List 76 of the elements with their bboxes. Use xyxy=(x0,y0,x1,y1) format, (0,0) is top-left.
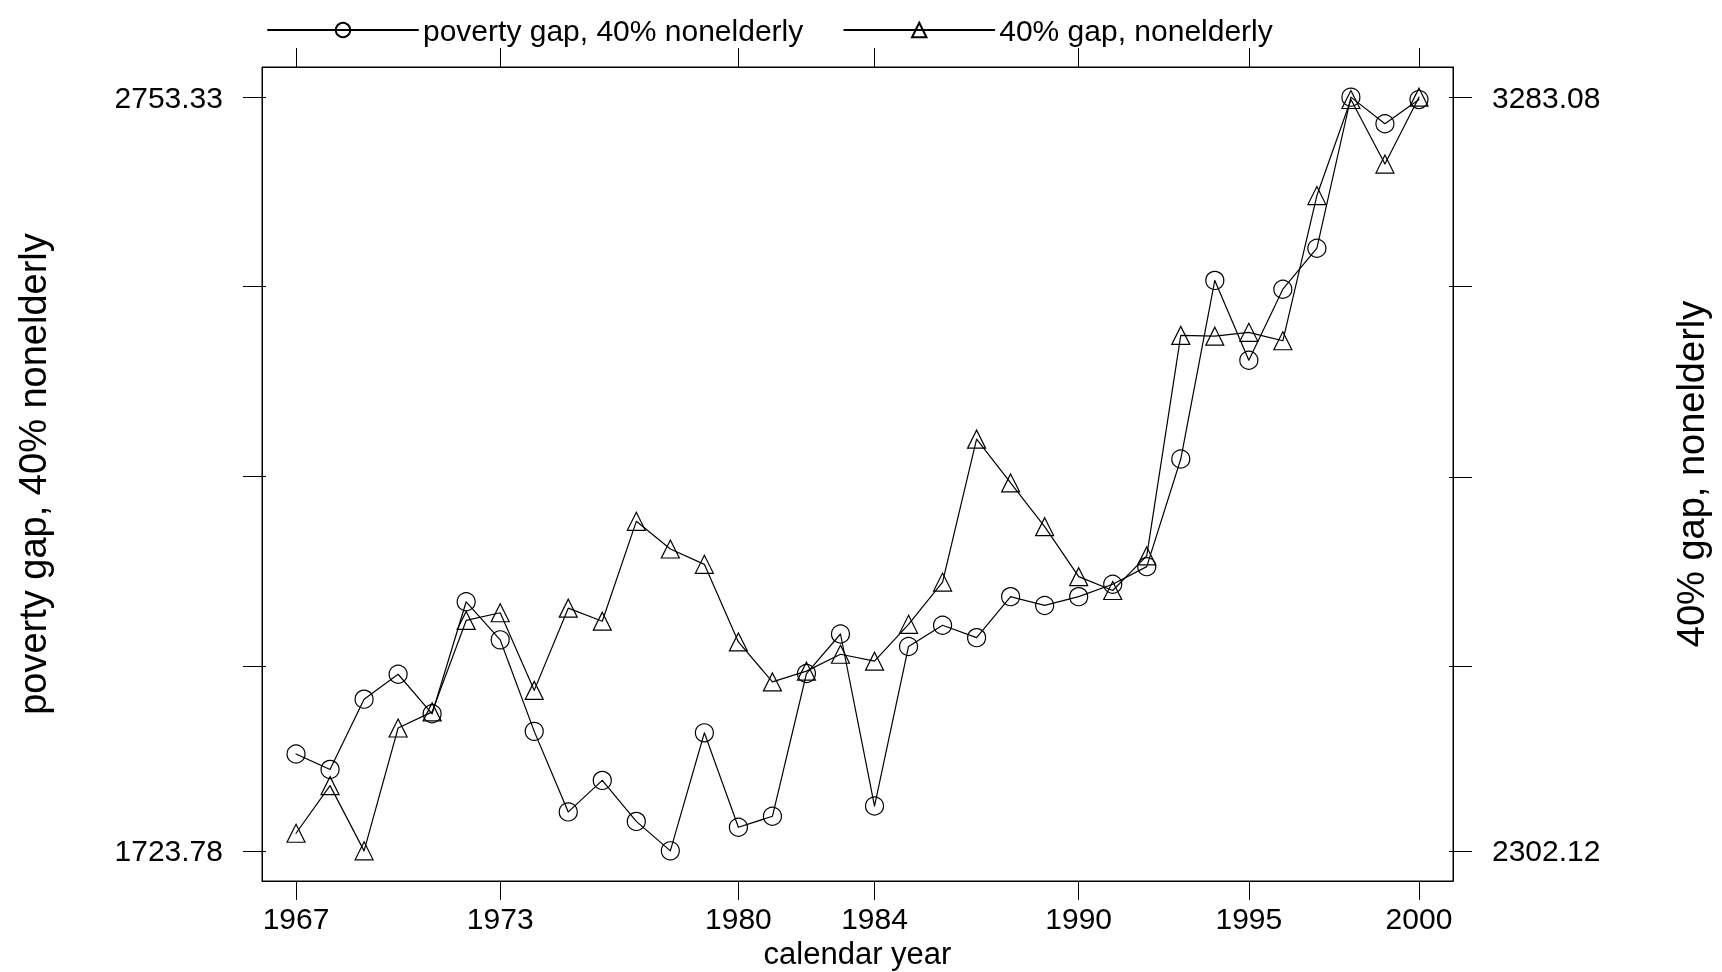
point xyxy=(1035,517,1055,537)
point xyxy=(762,806,783,826)
point xyxy=(1103,574,1123,594)
point xyxy=(830,624,851,644)
point xyxy=(354,841,374,861)
point xyxy=(286,823,306,843)
y2-tick-label: 3283.08 xyxy=(1492,80,1601,114)
point xyxy=(1375,114,1395,134)
point xyxy=(490,630,510,650)
x-tick-label: 1995 xyxy=(1215,901,1283,935)
point xyxy=(1239,350,1259,370)
point xyxy=(320,759,340,780)
point xyxy=(864,651,885,671)
point xyxy=(388,664,408,684)
point xyxy=(1239,322,1259,342)
point xyxy=(967,429,987,449)
point xyxy=(1273,331,1293,351)
point xyxy=(694,554,714,574)
legend-label: poverty gap, 40% nonelderly xyxy=(423,13,804,47)
point xyxy=(558,598,578,618)
y-tick-label: 1723.78 xyxy=(114,834,223,868)
point xyxy=(524,680,544,700)
point xyxy=(592,611,612,631)
point xyxy=(1103,580,1123,601)
point xyxy=(1171,325,1191,345)
x-tick-label: 1984 xyxy=(841,901,908,935)
point xyxy=(660,539,680,559)
point xyxy=(354,689,374,709)
x-tick-label: 1973 xyxy=(466,901,534,935)
point xyxy=(388,718,408,738)
y2-tick-label: 2302.12 xyxy=(1492,834,1601,868)
point xyxy=(626,811,646,831)
point xyxy=(660,841,680,861)
point xyxy=(830,644,851,664)
point xyxy=(1069,567,1089,587)
point xyxy=(1205,326,1225,346)
x-tick-label: 1967 xyxy=(262,901,330,935)
point xyxy=(1171,449,1191,469)
point xyxy=(898,614,919,634)
point xyxy=(728,632,748,652)
point xyxy=(1069,587,1089,607)
x-tick-label: 2000 xyxy=(1385,901,1453,935)
y-axis-title: poverty gap, 40% nonelderly xyxy=(12,233,54,715)
point xyxy=(694,723,714,743)
point xyxy=(1001,587,1021,607)
point xyxy=(286,744,306,764)
y2-axis-title: 40% gap, nonelderly xyxy=(1670,300,1712,648)
point xyxy=(456,592,476,612)
point xyxy=(1001,473,1021,493)
y-tick-label: 2753.33 xyxy=(114,80,223,114)
x-tick-label: 1980 xyxy=(705,901,772,935)
point xyxy=(728,817,748,837)
point xyxy=(967,628,987,648)
point xyxy=(1035,595,1055,616)
point xyxy=(864,796,885,816)
point xyxy=(592,770,612,791)
point xyxy=(320,776,340,796)
point xyxy=(626,511,646,531)
point xyxy=(1375,154,1395,174)
point xyxy=(1307,238,1327,258)
point xyxy=(898,636,919,657)
point xyxy=(490,603,510,623)
point xyxy=(1205,270,1225,290)
legend-label: 40% gap, nonelderly xyxy=(999,13,1273,47)
point xyxy=(1273,279,1293,299)
point xyxy=(1137,546,1157,566)
point xyxy=(762,672,783,692)
x-tick-label: 1990 xyxy=(1045,901,1113,935)
point xyxy=(524,721,544,741)
point xyxy=(932,572,953,592)
point xyxy=(1137,557,1157,577)
point xyxy=(1307,185,1327,206)
point xyxy=(932,615,953,635)
point xyxy=(456,610,476,631)
x-axis-title: calendar year xyxy=(763,935,952,971)
point xyxy=(558,802,578,822)
